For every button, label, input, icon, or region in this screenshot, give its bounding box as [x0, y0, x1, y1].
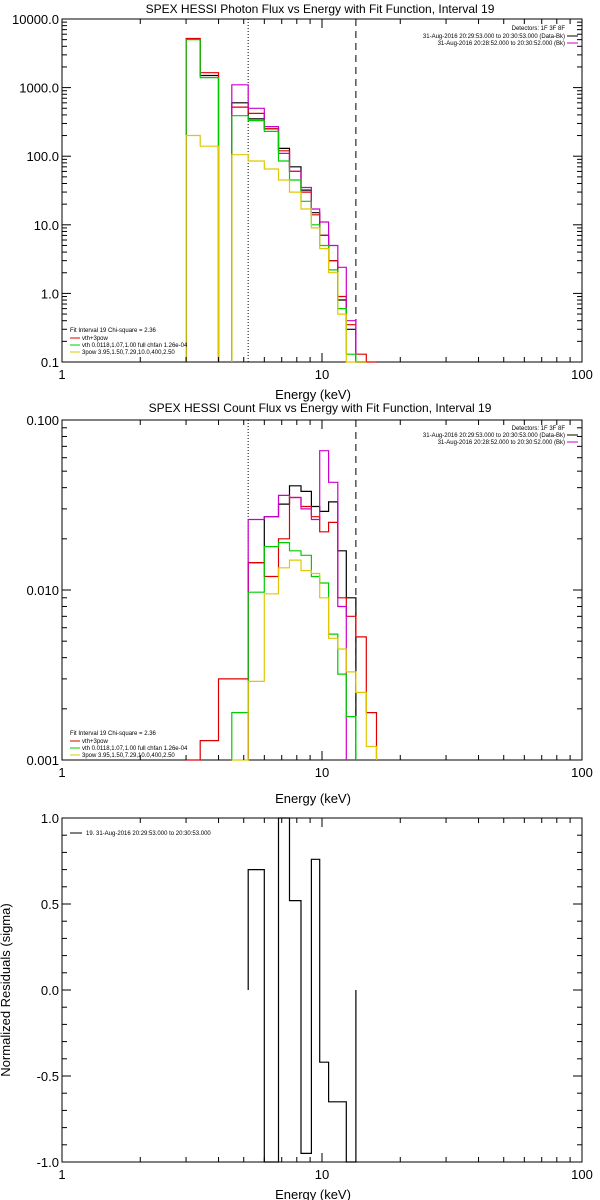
series-line [185, 39, 367, 363]
x-tick-label: 10 [315, 1167, 329, 1182]
x-tick-label: 100 [571, 765, 593, 780]
tick-group: 1 10 100 -1.0 -0.5 0.0 0.5 1.0 [37, 811, 593, 1182]
legend-text: Fit Interval 19 Chi-square = 2.36 [70, 328, 157, 334]
plot-frame [61, 817, 583, 1163]
y-tick-label: -1.0 [37, 1155, 59, 1170]
series-line [231, 542, 357, 760]
x-tick-label: 100 [571, 1167, 593, 1182]
background-interval-label: 31-Aug-2016 20:28:52.000 to 20:30:52.000… [438, 41, 565, 47]
chart-title: SPEX HESSI Count Flux vs Energy with Fit… [149, 401, 492, 415]
x-tick-label: 1 [58, 765, 65, 780]
background-interval-label: 31-Aug-2016 20:28:52.000 to 20:30:52.000… [438, 440, 565, 446]
series-line [186, 496, 378, 761]
legend-text: vth 0.0118,1.07,1.00 full chfan 1.26e-04 [82, 343, 188, 349]
x-axis-label: Energy (keV) [275, 1187, 351, 1200]
tick-group: 1 10 100 0.1 1.0 10.0 100.0 1000.0 10000.0 [12, 12, 593, 382]
y-tick-label: 10000.0 [12, 12, 59, 27]
x-tick-label: 10 [315, 765, 329, 780]
x-tick-label: 10 [315, 367, 329, 382]
plot-frame [61, 18, 583, 363]
x-tick-label: 100 [571, 367, 593, 382]
legend-text: 3pow 3.95,1.50,7.29,10.0,400,2.50 [82, 753, 175, 759]
y-tick-label: 0.0 [41, 983, 59, 998]
series-group [185, 19, 377, 363]
chart-title: SPEX HESSI Photon Flux vs Energy with Fi… [146, 2, 495, 16]
x-axis-label: Energy (keV) [275, 387, 351, 402]
y-tick-label: 1.0 [41, 811, 59, 826]
series-line [247, 450, 347, 760]
legend-text: vth+3pow [82, 336, 109, 342]
residuals-panel: 1 10 100 -1.0 -0.5 0.0 0.5 1.0 19. 31-Aug-2016 … [0, 811, 593, 1200]
series-line [185, 37, 377, 363]
legend-text: vth 0.0118,1.07,1.00 full chfan 1.26e-04 [82, 746, 188, 752]
legend-text: Fit Interval 19 Chi-square = 2.36 [70, 731, 157, 737]
detectors-label: Detectors: 1F 3F 8F [512, 26, 566, 32]
y-tick-label: 100.0 [26, 149, 59, 164]
photon-flux-panel: SPEX HESSI Photon Flux vs Energy with Fi… [12, 2, 593, 402]
plot-frame [61, 419, 583, 761]
tick-group: 1 10 100 0.001 0.010 0.100 [26, 413, 592, 780]
x-tick-label: 1 [58, 1167, 65, 1182]
series-group [186, 420, 378, 761]
series-line [231, 559, 378, 761]
series-group [247, 817, 357, 1163]
y-tick-label: 1000.0 [19, 81, 59, 96]
series-line [185, 134, 367, 363]
y-tick-label: 0.001 [26, 753, 59, 768]
y-tick-label: 0.100 [26, 413, 59, 428]
legend-text: 3pow 3.95,1.50,7.29,10.0,400,2.50 [82, 350, 175, 356]
y-tick-label: -0.5 [37, 1069, 59, 1084]
y-axis-label: Normalized Residuals (sigma) [0, 903, 13, 1076]
series-line [247, 817, 357, 1163]
data-interval-label: 31-Aug-2016 20:29:53.000 to 20:30:53.000… [423, 433, 565, 439]
y-tick-label: 1.0 [41, 286, 59, 301]
count-flux-panel: SPEX HESSI Count Flux vs Energy with Fit… [26, 401, 592, 806]
y-tick-label: 0.1 [41, 355, 59, 370]
data-interval-label: 31-Aug-2016 20:29:53.000 to 20:30:53.000… [423, 34, 565, 40]
y-tick-label: 0.010 [26, 583, 59, 598]
x-axis-label: Energy (keV) [275, 791, 351, 806]
series-line [231, 84, 367, 363]
x-tick-label: 1 [58, 367, 65, 382]
legend-text: 19. 31-Aug-2016 20:29:53.000 to 20:30:53… [86, 831, 211, 837]
legend-text: vth+3pow [82, 739, 109, 745]
y-tick-label: 0.5 [41, 897, 59, 912]
y-tick-label: 10.0 [34, 218, 59, 233]
detectors-label: Detectors: 1F 3F 8F [512, 426, 566, 432]
